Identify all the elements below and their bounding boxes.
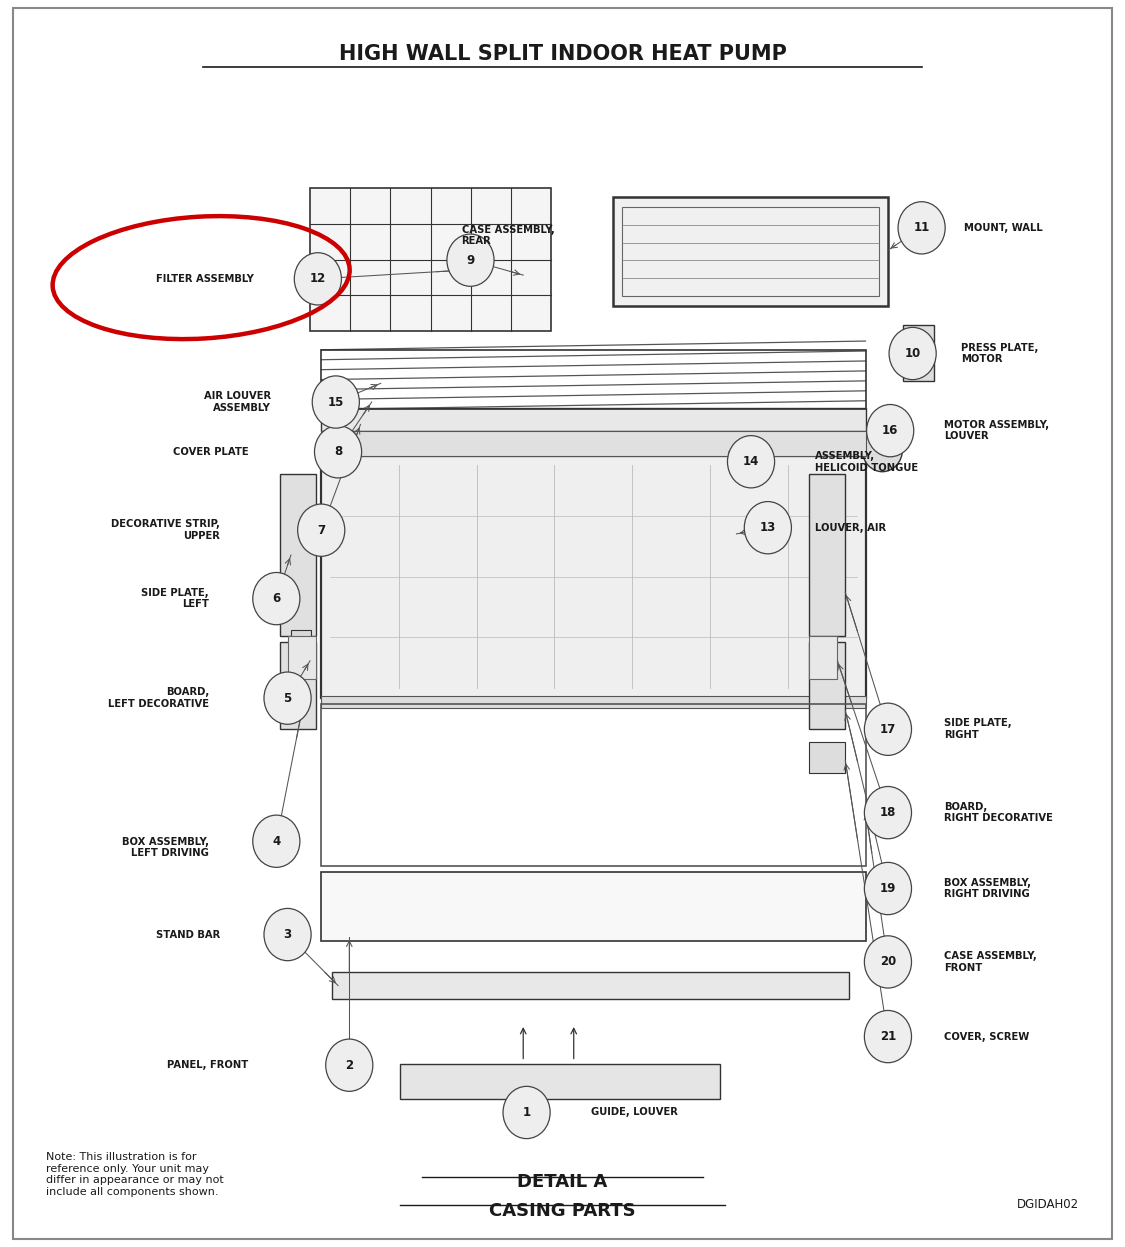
Text: 11: 11 [914,221,929,234]
Text: 20: 20 [880,955,897,969]
Text: MOTOR ASSEMBLY,
LOUVER: MOTOR ASSEMBLY, LOUVER [944,420,1050,441]
Text: SIDE PLATE,
RIGHT: SIDE PLATE, RIGHT [944,718,1011,739]
Text: DECORATIVE STRIP,
UPPER: DECORATIVE STRIP, UPPER [111,520,220,541]
Bar [280,642,316,729]
Circle shape [728,435,775,488]
Text: 15: 15 [327,395,344,409]
Bar [291,630,312,661]
Text: 14: 14 [742,455,759,469]
Bar [322,408,865,430]
Text: DGIDAH02: DGIDAH02 [1017,1198,1079,1211]
Circle shape [862,426,902,471]
Text: 21: 21 [880,1030,897,1042]
Circle shape [898,202,945,254]
Text: BOARD,
RIGHT DECORATIVE: BOARD, RIGHT DECORATIVE [944,802,1053,823]
Circle shape [864,935,911,988]
Circle shape [889,328,936,379]
Text: 8: 8 [334,445,342,459]
Text: BOARD,
LEFT DECORATIVE: BOARD, LEFT DECORATIVE [108,687,209,710]
Bar [322,873,865,940]
Text: 18: 18 [880,806,897,819]
Circle shape [745,501,791,554]
Text: STAND BAR: STAND BAR [156,929,220,939]
Circle shape [864,787,911,839]
Bar [399,1064,720,1099]
Text: AIR LOUVER
ASSEMBLY: AIR LOUVER ASSEMBLY [204,392,271,413]
Circle shape [253,816,300,868]
Bar [322,705,865,867]
Text: CASE ASSEMBLY,
REAR: CASE ASSEMBLY, REAR [461,224,555,246]
Text: 4: 4 [272,834,280,848]
Text: FILTER ASSEMBLY: FILTER ASSEMBLY [156,274,254,284]
Text: 6: 6 [272,592,280,605]
Text: DETAIL A: DETAIL A [518,1173,608,1191]
Circle shape [264,908,312,960]
Bar [622,207,879,297]
Bar [613,197,888,307]
Bar [902,325,934,380]
Bar [322,696,865,708]
Text: 19: 19 [880,882,897,895]
Bar [809,742,845,773]
Text: 16: 16 [882,424,899,438]
Text: 1: 1 [522,1106,531,1119]
Circle shape [503,1086,550,1139]
Text: 3: 3 [284,928,291,941]
Bar [280,474,316,636]
Text: CASE ASSEMBLY,
FRONT: CASE ASSEMBLY, FRONT [944,951,1037,973]
Bar [322,455,865,698]
Text: MOUNT, WALL: MOUNT, WALL [964,223,1043,233]
Text: 12: 12 [309,272,326,286]
Circle shape [864,1010,911,1062]
Bar [333,971,848,999]
Text: HIGH WALL SPLIT INDOOR HEAT PUMP: HIGH WALL SPLIT INDOOR HEAT PUMP [339,44,786,64]
Circle shape [864,863,911,914]
Text: GUIDE, LOUVER: GUIDE, LOUVER [591,1107,677,1117]
Circle shape [447,234,494,287]
Text: 7: 7 [317,524,325,536]
Bar [809,642,845,729]
Text: BOX ASSEMBLY,
RIGHT DRIVING: BOX ASSEMBLY, RIGHT DRIVING [944,878,1030,899]
Circle shape [866,404,914,456]
Circle shape [295,253,341,306]
Text: 2: 2 [345,1059,353,1071]
Bar [809,474,845,636]
Text: LOUVER, AIR: LOUVER, AIR [814,522,886,532]
Text: PRESS PLATE,
MOTOR: PRESS PLATE, MOTOR [961,343,1038,364]
Text: BOX ASSEMBLY,
LEFT DRIVING: BOX ASSEMBLY, LEFT DRIVING [122,837,209,858]
Text: Note: This illustration is for
reference only. Your unit may
differ in appearanc: Note: This illustration is for reference… [46,1152,224,1197]
Bar [322,349,865,409]
Bar [322,430,865,455]
Text: 10: 10 [904,347,920,360]
Circle shape [326,1039,372,1091]
Circle shape [253,572,300,625]
Bar [288,636,316,680]
Text: CASING PARTS: CASING PARTS [489,1202,636,1220]
Text: 13: 13 [759,521,776,534]
Circle shape [864,703,911,756]
Text: 17: 17 [880,723,897,736]
Text: COVER, SCREW: COVER, SCREW [944,1031,1029,1041]
Text: 5: 5 [284,692,291,705]
Text: SIDE PLATE,
LEFT: SIDE PLATE, LEFT [142,587,209,610]
Bar [310,188,551,332]
Text: 9: 9 [467,253,475,267]
Text: COVER PLATE: COVER PLATE [172,446,249,456]
Circle shape [313,375,359,428]
Bar [809,636,837,680]
Circle shape [298,504,344,556]
Circle shape [264,672,312,725]
Text: ASSEMBLY,
HELICOID TONGUE: ASSEMBLY, HELICOID TONGUE [814,451,918,473]
Text: PANEL, FRONT: PANEL, FRONT [166,1060,249,1070]
Circle shape [315,425,361,478]
